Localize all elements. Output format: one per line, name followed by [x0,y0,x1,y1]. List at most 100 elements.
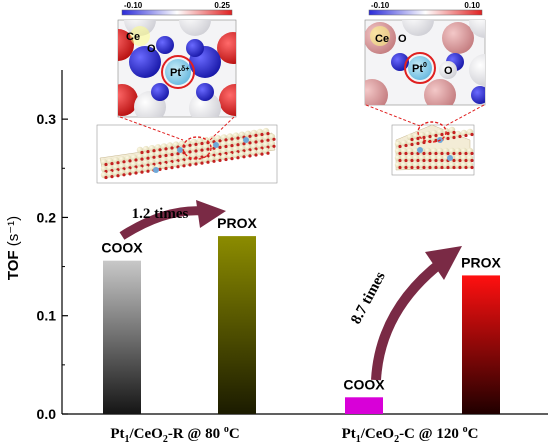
slab-bead-o [140,150,144,155]
slab-bead-o [200,141,204,146]
inset-atom [151,83,169,101]
slab-bead-o [128,172,132,176]
slab-bead-o [158,167,162,171]
slab-bead-o [458,165,462,170]
slab-bead-o [470,165,474,170]
slab-bead-o [134,171,138,175]
trend-arrows: 1.2 times 8.7 times [119,200,462,381]
y-axis-label: TOF (s⁻¹) [5,216,22,280]
slab-bead-o [218,145,222,149]
slab-bead-o [404,151,408,156]
slab-bead-o [200,148,204,152]
colorbar-min-label: -0.10 [371,1,390,10]
slab-bead-o [398,165,402,170]
arrow-label-2: 8.7 times [348,269,389,327]
slab-bead-o [230,157,234,161]
slab-bead-o [254,140,258,144]
slab-bead-o [470,151,474,156]
slab-bead-o [398,158,402,163]
slab-bead-o [458,134,462,139]
slab-bead-o [440,132,444,137]
slab-bead-o [236,136,240,140]
trend-arrow-1-head [196,200,226,228]
slab-bead-o [248,154,252,158]
slab-bead-o [254,133,258,137]
slab-bead-o [446,136,450,141]
zoom-line [209,116,235,141]
slab-bead-o [224,138,228,142]
slab-bead-o [470,132,474,137]
slab-bead-o [446,131,450,136]
bar-coox-2 [345,397,383,414]
slab-bead-o [152,149,156,153]
slab-bead-o [260,139,264,143]
inset-atom [424,79,456,105]
slab-bead-o [140,170,144,174]
slab-bead-o [212,159,216,163]
slab-bead-o [416,158,420,163]
slab-bead-o [404,143,408,148]
slab-bead-o [422,140,426,145]
slab-bead-o [242,142,246,146]
slab-bead-o [116,174,120,178]
zoom-line [119,116,184,141]
atom-label-o: O [147,43,156,55]
slab-bead-o [422,135,426,140]
slab-bead-o [470,158,474,163]
slab-bead-o [266,132,270,136]
arrow-label-1: 1.2 times [132,206,189,222]
slab-pt [177,147,183,153]
inset-atom [129,46,161,78]
colorbar [121,9,233,16]
slab-highlight-2 [417,121,447,143]
inset-atom [179,20,211,36]
slab-bead-o [428,158,432,163]
y-tick-label: 0.3 [37,111,57,127]
inset-atom [118,84,138,116]
slab-bead-o [242,155,246,159]
slab-pt [447,155,453,161]
zoom-line [365,104,421,127]
inset-atom [439,61,457,79]
slab-bead-o [266,138,270,142]
slab-bead-o [452,135,456,140]
slab-bead-o [182,164,186,168]
slab-bead-o [416,136,420,141]
inset-atom [118,29,134,61]
atom-label-o: O [398,33,407,45]
y-tick-label: 0.1 [37,308,57,324]
slab-bead-o [404,165,408,170]
slab-bead-o [464,133,468,138]
bar-label-prox: PROX [461,254,501,270]
slab-bead-o [122,160,126,164]
zoom-line [444,104,485,127]
slab-bead-o [434,165,438,170]
slab-bead-o [236,156,240,160]
pt-highlight-ring [161,55,195,89]
slab-bead-o [122,173,126,177]
slab-bead-o [158,148,162,152]
inset-atom [402,20,434,36]
slab-bead-o [116,161,120,165]
bar-label-prox: PROX [217,215,257,231]
slab-bead-o [110,162,114,166]
slab-bead-o [218,158,222,162]
slab-bead-o [410,158,414,163]
slab-bead-o [146,150,150,154]
slab-bead-o [146,169,150,173]
slab-bead-o [170,166,174,170]
slab-bead-o [224,144,228,149]
inset-atom [469,20,485,38]
slab-bead-o [230,137,234,141]
slab-bead-o [422,151,426,156]
slab-pt [153,167,159,173]
inset-atom [189,92,221,117]
colorbar-min-label: -0.10 [124,1,143,10]
group-label: Pt1/CeO2-R @ 80 oC [110,424,239,443]
slab-bead-o [236,143,240,147]
y-tick-label: 0.0 [37,406,57,422]
inset-atom [471,86,485,104]
inset-atom [442,22,474,54]
